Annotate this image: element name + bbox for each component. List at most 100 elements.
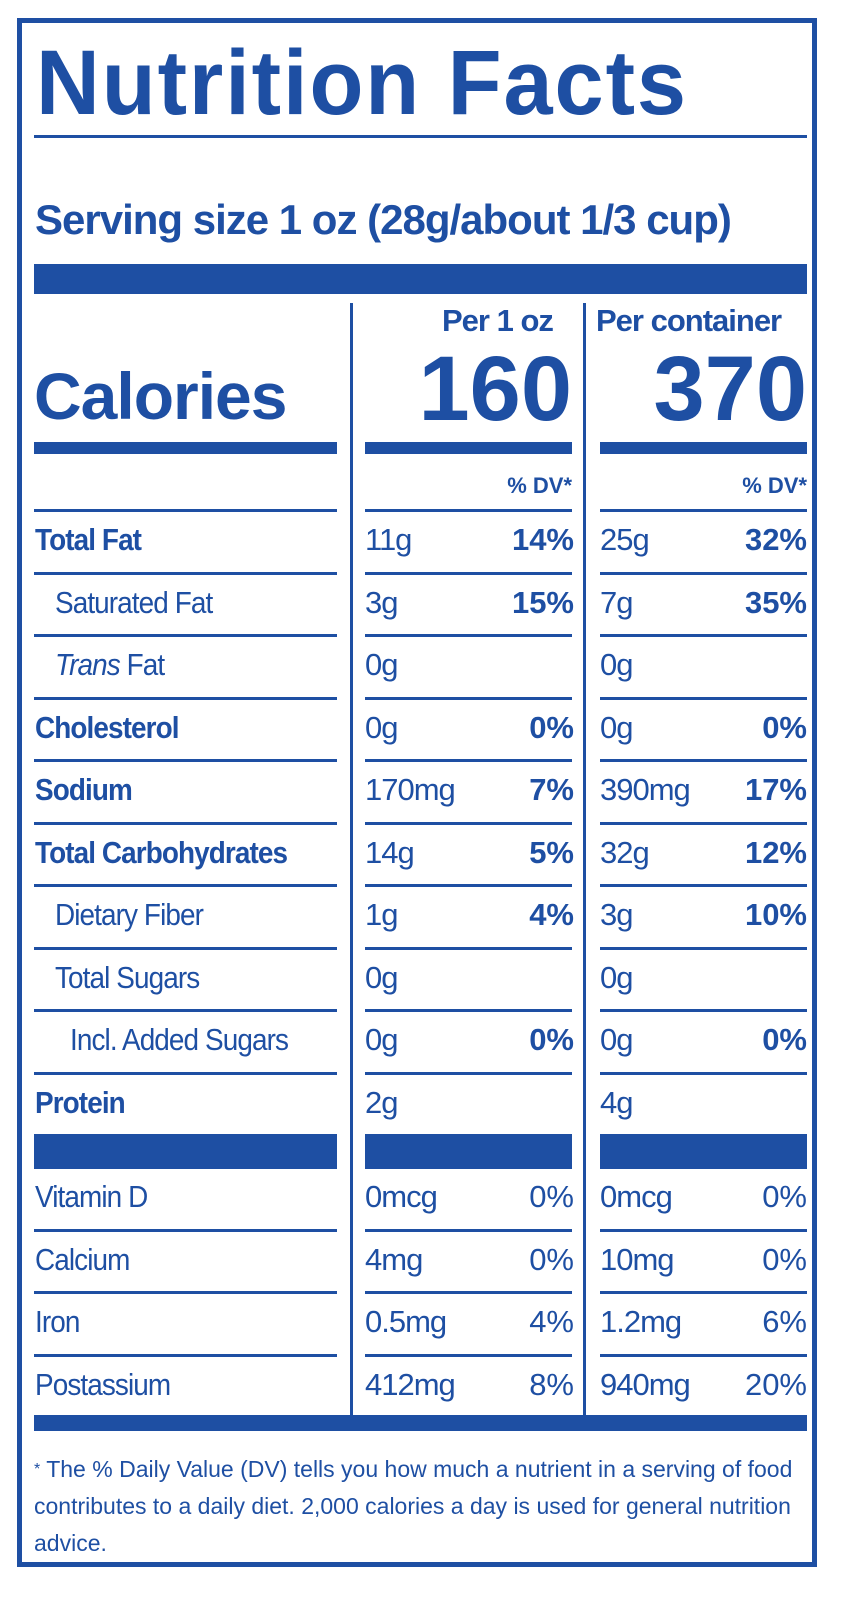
- row-rule: [365, 509, 572, 512]
- amount-per-container: 10mg: [600, 1241, 675, 1277]
- dv-per-container: 6%: [762, 1304, 807, 1339]
- row-rule: [34, 571, 337, 575]
- dv-per-container: 10%: [744, 897, 807, 932]
- nutrient-row: Protein 2g 4g: [22, 1071, 812, 1136]
- col2-dv-header: % DV*: [742, 473, 807, 498]
- nutrient-row: Saturated Fat 3g 15% 7g 35%: [22, 571, 812, 636]
- amount-per-oz: 412mg: [365, 1366, 456, 1402]
- nutrient-label: Vitamin D: [35, 1179, 148, 1214]
- row-rule: [600, 1071, 807, 1075]
- amount-per-container: 0g: [600, 647, 633, 682]
- calories-rule-col2: [600, 442, 807, 454]
- thick-rule-vitamins-label: [34, 1134, 337, 1166]
- amount-per-container: 0g: [600, 1022, 633, 1057]
- col1-calories: 160: [418, 338, 573, 440]
- amount-per-oz: 3g: [365, 584, 398, 620]
- amount-per-container: 32g: [600, 834, 650, 870]
- row-rule: [600, 1166, 807, 1169]
- amount-per-container: 4g: [600, 1084, 633, 1120]
- row-rule: [34, 946, 337, 950]
- nutrient-row: Total Carbohydrates 14g 5% 32g 12%: [22, 821, 812, 886]
- dv-per-oz: 15%: [511, 584, 574, 620]
- amount-per-container: 0g: [600, 709, 633, 745]
- amount-per-oz: 0g: [365, 1022, 398, 1057]
- dv-per-oz: 0%: [529, 1179, 574, 1214]
- nutrient-label: Total Fat: [35, 522, 142, 557]
- dv-per-container: 20%: [744, 1366, 807, 1402]
- calories-rule-label: [34, 442, 337, 454]
- row-rule: [365, 759, 572, 762]
- panel-title: Nutrition Facts: [36, 32, 688, 134]
- nutrient-label: Total Carbohydrates: [35, 834, 288, 870]
- dv-per-container: 12%: [744, 834, 807, 870]
- nutrient-label: Iron: [35, 1304, 80, 1339]
- row-rule: [34, 884, 337, 887]
- row-rule: [600, 1228, 807, 1232]
- nutrient-label: Saturated Fat: [55, 584, 213, 620]
- nutrient-label: Trans Fat: [55, 647, 166, 682]
- nutrient-label: Incl. Added Sugars: [70, 1022, 289, 1057]
- dv-per-oz: 4%: [529, 1304, 574, 1339]
- amount-per-container: 25g: [600, 522, 650, 557]
- nutrient-label: Calcium: [35, 1241, 130, 1277]
- nutrient-label: Postassium: [35, 1366, 171, 1402]
- footnote-text: The % Daily Value (DV) tells you how muc…: [34, 1456, 793, 1556]
- amount-per-oz: 0g: [365, 647, 398, 682]
- col2-calories: 370: [653, 338, 808, 440]
- dv-per-oz: 5%: [529, 834, 574, 870]
- nutrient-row: Iron 0.5mg 4% 1.2mg 6%: [22, 1291, 812, 1355]
- nutrient-row: Postassium 412mg 8% 940mg 20%: [22, 1353, 812, 1418]
- row-rule: [600, 634, 807, 637]
- nutrient-label: Sodium: [35, 772, 133, 807]
- nutrient-row: Dietary Fiber 1g 4% 3g 10%: [22, 884, 812, 948]
- row-rule: [34, 1291, 337, 1294]
- dv-per-container: 0%: [762, 709, 807, 745]
- dv-per-container: 32%: [744, 522, 807, 557]
- row-rule: [34, 1009, 337, 1012]
- row-rule: [34, 759, 337, 762]
- nutrient-label-italic: Trans: [55, 647, 121, 682]
- amount-per-oz: 0g: [365, 709, 398, 745]
- dv-per-oz: 0%: [529, 1022, 574, 1057]
- row-rule: [600, 946, 807, 950]
- dv-per-container: 0%: [762, 1022, 807, 1057]
- nutrient-row: Cholesterol 0g 0% 0g 0%: [22, 696, 812, 761]
- thick-rule-bottom: [34, 1415, 807, 1431]
- title-rule: [34, 135, 807, 138]
- nutrient-row: Vitamin D 0mcg 0% 0mcg 0%: [22, 1166, 812, 1230]
- row-rule: [34, 1071, 337, 1075]
- nutrient-label: Cholesterol: [35, 709, 179, 745]
- dv-per-container: 0%: [762, 1179, 807, 1214]
- row-rule: [365, 1166, 572, 1169]
- nutrient-label: Dietary Fiber: [55, 897, 204, 932]
- nutrient-row: Sodium 170mg 7% 390mg 17%: [22, 759, 812, 823]
- calories-rule-col1: [365, 442, 572, 454]
- col1-dv-header: % DV*: [507, 473, 572, 498]
- row-rule: [34, 634, 337, 637]
- row-rule: [365, 696, 572, 700]
- nutrient-row: Total Fat 11g 14% 25g 32%: [22, 509, 812, 573]
- nutrient-row: Total Sugars 0g 0g: [22, 946, 812, 1011]
- row-rule: [600, 1291, 807, 1294]
- dv-per-oz: 8%: [529, 1366, 574, 1402]
- thick-rule-vitamins-col1: [365, 1134, 572, 1166]
- col2-header: Per container: [596, 303, 782, 338]
- amount-per-oz: 0mcg: [365, 1179, 438, 1214]
- row-rule: [600, 1353, 807, 1357]
- serving-size: Serving size 1 oz (28g/about 1/3 cup): [35, 196, 732, 243]
- amount-per-oz: 0.5mg: [365, 1304, 447, 1339]
- dv-per-oz: 0%: [529, 709, 574, 745]
- nutrient-row: Trans Fat 0g 0g: [22, 634, 812, 698]
- amount-per-oz: 11g: [365, 522, 412, 557]
- nutrient-label-text: Fat: [119, 647, 166, 682]
- amount-per-oz: 0g: [365, 959, 398, 995]
- dv-per-oz: 4%: [529, 897, 574, 932]
- row-rule: [365, 1071, 572, 1075]
- amount-per-oz: 170mg: [365, 772, 456, 807]
- amount-per-container: 7g: [600, 584, 633, 620]
- amount-per-container: 0mcg: [600, 1179, 673, 1214]
- footnote-star: *: [34, 1461, 41, 1478]
- row-rule: [600, 509, 807, 512]
- nutrient-label: Protein: [35, 1084, 126, 1120]
- calories-label: Calories: [34, 359, 287, 433]
